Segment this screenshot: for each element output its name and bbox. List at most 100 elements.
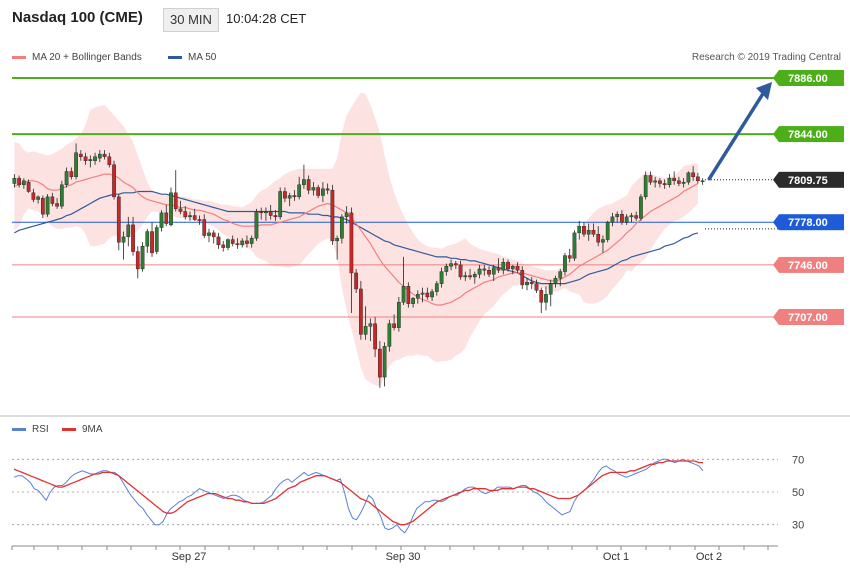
x-axis-label: Sep 30 — [386, 551, 421, 563]
candle-body — [273, 215, 278, 218]
candle-body — [406, 286, 411, 304]
ma9-swatch — [62, 428, 76, 431]
level-value-7844.00: 7844.00 — [788, 129, 828, 141]
candle-body — [387, 323, 392, 347]
candle-body — [22, 180, 26, 186]
candle-body — [496, 267, 501, 271]
candle-body — [302, 179, 306, 186]
candle-body — [686, 172, 691, 183]
candle-body — [192, 215, 197, 220]
current-time: 10:04:28 CET — [226, 11, 307, 26]
candle-body — [235, 243, 240, 246]
candle-body — [563, 255, 567, 272]
candle-body — [116, 196, 121, 243]
candle-body — [681, 181, 686, 184]
candle-body — [529, 282, 534, 284]
level-value-7746.00: 7746.00 — [788, 260, 828, 272]
candle-body — [449, 263, 453, 267]
rsi-tick-label: 50 — [792, 487, 804, 499]
candle-body — [59, 184, 64, 207]
candle-body — [178, 208, 183, 212]
candle-body — [482, 268, 487, 271]
legend-rsi-label: RSI — [32, 424, 49, 435]
candle-body — [515, 266, 520, 271]
candle-body — [534, 283, 539, 291]
candle-body — [330, 189, 335, 242]
candle-body — [425, 292, 430, 298]
candle-body — [434, 283, 439, 292]
legend-rsi: RSI — [12, 424, 49, 435]
instrument-title: Nasdaq 100 (CME) — [12, 9, 143, 26]
candle-body — [173, 192, 178, 210]
rsi-9ma-line — [13, 460, 703, 526]
level-value-7886.00: 7886.00 — [788, 73, 828, 85]
candle-body — [444, 266, 449, 272]
candle-body — [335, 238, 340, 242]
level-tag-7707.00 — [779, 309, 844, 325]
candle-body — [150, 231, 154, 254]
x-axis-label: Oct 1 — [603, 551, 629, 563]
candle-body — [696, 176, 700, 182]
candle-body — [510, 266, 515, 270]
candle-body — [468, 275, 472, 278]
candle-body — [78, 153, 83, 157]
rsi-swatch — [12, 428, 26, 431]
candle-body — [17, 177, 21, 186]
level-tag-pointer — [773, 70, 779, 86]
candle-body — [226, 239, 230, 248]
candle-body — [553, 278, 558, 284]
candle-body — [667, 177, 672, 186]
candle-body — [88, 159, 93, 161]
candle-body — [415, 294, 420, 299]
candle-body — [634, 215, 639, 219]
level-tag-7809.75 — [779, 171, 844, 188]
candle-body — [254, 211, 259, 239]
candle-body — [458, 264, 463, 278]
candle-body — [278, 191, 283, 218]
candle-body — [207, 232, 211, 236]
candle-body — [154, 227, 159, 252]
candle-body — [159, 212, 164, 228]
level-value-7809.75: 7809.75 — [788, 175, 828, 187]
rsi-tick-label: 70 — [792, 454, 804, 466]
level-tag-pointer — [773, 126, 779, 143]
candle-body — [373, 323, 377, 350]
x-axis-label: Sep 27 — [172, 551, 207, 563]
candle-body — [97, 153, 102, 159]
ma20-swatch — [12, 56, 26, 59]
candle-body — [340, 216, 344, 239]
candle-body — [112, 164, 116, 198]
candle-body — [624, 216, 629, 223]
candle-body — [131, 224, 135, 252]
candle-body — [292, 195, 297, 198]
candle-body — [368, 323, 373, 327]
candle-body — [249, 238, 254, 244]
candle-body — [268, 211, 273, 216]
candle-body — [126, 224, 131, 238]
candle-body — [672, 177, 677, 182]
candle-body — [230, 239, 235, 244]
candle-body — [700, 180, 705, 183]
candle-body — [629, 215, 634, 218]
ma50-line — [14, 190, 699, 285]
candle-body — [69, 171, 74, 178]
interval-selector[interactable]: 30 MIN — [163, 8, 219, 32]
candle-body — [283, 191, 287, 199]
candle-body — [102, 153, 107, 157]
candle-body — [145, 231, 150, 247]
candle-body — [259, 211, 264, 214]
candle-body — [615, 213, 620, 218]
candle-body — [392, 323, 396, 328]
candle-body — [662, 183, 667, 186]
candle-body — [264, 211, 268, 214]
candle-body — [439, 271, 444, 284]
candle-body — [216, 236, 221, 246]
level-tag-7886.00 — [779, 70, 844, 86]
level-value-7707.00: 7707.00 — [788, 312, 828, 324]
candle-body — [240, 240, 245, 246]
candle-body — [83, 156, 88, 161]
candle-body — [558, 271, 563, 279]
candle-body — [297, 184, 302, 198]
legend-9ma: 9MA — [62, 424, 103, 435]
